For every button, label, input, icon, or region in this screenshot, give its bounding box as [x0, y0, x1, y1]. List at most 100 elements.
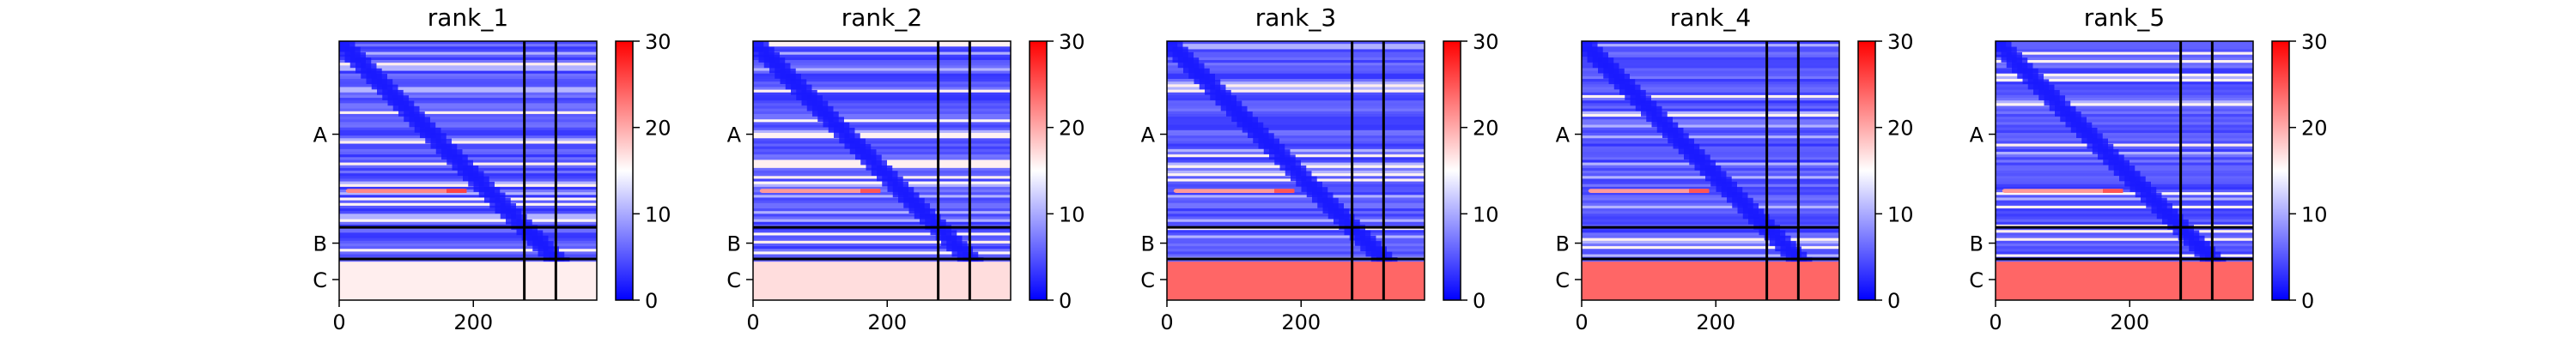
colorbar-tick-label: 0: [1059, 289, 1072, 313]
heatmap-row-band: [1582, 143, 1839, 147]
heatmap-row-band: [753, 51, 1011, 56]
heatmap-row-band: [339, 46, 597, 50]
heatmap-row-band: [1582, 184, 1839, 188]
heatmap-row-band: [753, 68, 1011, 72]
chart-title: rank_3: [1255, 3, 1336, 32]
heatmap-row-band: [339, 54, 597, 58]
heatmap-row-band: [1582, 214, 1839, 217]
heatmap-row-band: [1996, 44, 2253, 47]
colorbar-tick-label: 10: [2301, 202, 2328, 226]
heatmap-row-band: [1996, 79, 2253, 82]
heatmap-row-band: [753, 254, 1011, 258]
heatmap-row-band: [753, 190, 1011, 193]
heatmap-row-band: [1996, 214, 2253, 217]
heatmap-row-band: [1996, 129, 2253, 134]
heatmap-row-band: [1996, 190, 2253, 193]
heatmap-row-band: [1167, 60, 1425, 63]
heatmap-row-band: [1996, 227, 2253, 231]
heatmap-row-band: [1167, 70, 1425, 75]
x-tick-label: 0: [1989, 310, 2002, 334]
heatmap-row-band: [753, 143, 1011, 147]
heatmap-row-band: [1996, 254, 2253, 258]
colorbar-tick-label: 20: [1059, 117, 1085, 141]
heatmap-row-band: [339, 195, 597, 198]
heatmap-row-band: [1167, 111, 1425, 115]
heatmap-row-band: [1167, 57, 1425, 61]
heatmap-row-band: [339, 202, 597, 207]
heatmap-row-band: [1582, 254, 1839, 258]
heatmap-chainC-strip: [1996, 262, 2253, 300]
heatmap-row-band: [753, 98, 1011, 101]
heatmap-row-band: [339, 132, 597, 136]
heatmap-row-band: [339, 249, 597, 252]
heatmap-row-band: [1996, 181, 2253, 185]
heatmap-row-band: [339, 157, 597, 160]
plot-frame: [1581, 40, 1840, 301]
heatmap-row-band: [1582, 202, 1839, 207]
heatmap-row-band: [1582, 75, 1839, 80]
heatmap-row-band: [339, 238, 597, 242]
heatmap-row-band: [753, 208, 1011, 212]
heatmap-row-band: [1167, 51, 1425, 56]
heatmap-row-band: [1996, 246, 2253, 250]
heatmap-row-band: [1582, 44, 1839, 47]
heatmap-row-band: [1582, 141, 1839, 145]
heatmap-row-band: [1582, 190, 1839, 193]
heatmap-row-band: [1996, 63, 2253, 66]
heatmap-row-band: [1167, 246, 1425, 250]
heatmap-row-band: [753, 138, 1011, 141]
y-tick-label: B: [1556, 232, 1570, 256]
heatmap-row-band: [339, 44, 597, 47]
heatmap-row-band: [753, 221, 1011, 226]
heatmap-row-band: [1996, 98, 2253, 101]
colorbar: [1857, 40, 1876, 301]
heatmap-row-band: [1582, 111, 1839, 115]
heatmap-row-band: [753, 108, 1011, 112]
heatmap-row-band: [1996, 84, 2253, 87]
heatmap-row-band: [1167, 63, 1425, 66]
heatmap-row-band: [1996, 73, 2253, 77]
heatmap-row-band: [753, 70, 1011, 75]
heatmap-row-band: [1167, 129, 1425, 134]
heatmap-hot-band: [1274, 189, 1295, 193]
heatmap-row-band: [339, 122, 597, 126]
heatmap-row-band: [1167, 68, 1425, 72]
colorbar-tick-label: 10: [1887, 202, 1914, 226]
heatmap-row-band: [339, 221, 597, 226]
heatmap-row-band: [1167, 205, 1425, 209]
colorbar-tick-label: 30: [1887, 30, 1914, 54]
heatmap-row-band: [1996, 235, 2253, 239]
heatmap-row-band: [339, 100, 597, 104]
heatmap-row-band: [1582, 221, 1839, 226]
heatmap-row-band: [1582, 197, 1839, 202]
heatmap-row-band: [1582, 151, 1839, 155]
heatmap-row-band: [753, 186, 1011, 190]
heatmap-row-band: [339, 259, 597, 263]
heatmap-row-band: [1582, 181, 1839, 185]
heatmap-row-band: [753, 122, 1011, 126]
heatmap-row-band: [339, 41, 597, 45]
heatmap-row-band: [1167, 208, 1425, 212]
heatmap-row-band: [753, 84, 1011, 87]
heatmap-row-band: [1996, 200, 2253, 204]
heatmap-row-band: [1167, 89, 1425, 93]
heatmap-cells: [1582, 41, 1839, 300]
heatmap-chainC-strip: [1167, 262, 1425, 300]
colorbar: [615, 40, 634, 301]
heatmap-row-band: [1582, 65, 1839, 69]
heatmap-row-band: [339, 92, 597, 96]
heatmap-row-band: [1996, 205, 2253, 209]
heatmap-row-band: [753, 216, 1011, 220]
heatmap-row-band: [339, 79, 597, 82]
heatmap-row-band: [339, 60, 597, 63]
heatmap-cells: [1996, 41, 2253, 300]
heatmap-hot-band: [860, 189, 881, 193]
heatmap-hot-band: [345, 189, 467, 193]
heatmap-row-band: [1582, 41, 1839, 45]
heatmap-row-band: [753, 41, 1011, 45]
heatmap-row-band: [1582, 132, 1839, 136]
heatmap-row-band: [1167, 138, 1425, 141]
heatmap-row-band: [753, 92, 1011, 96]
colorbar-tick-label: 20: [645, 117, 671, 141]
